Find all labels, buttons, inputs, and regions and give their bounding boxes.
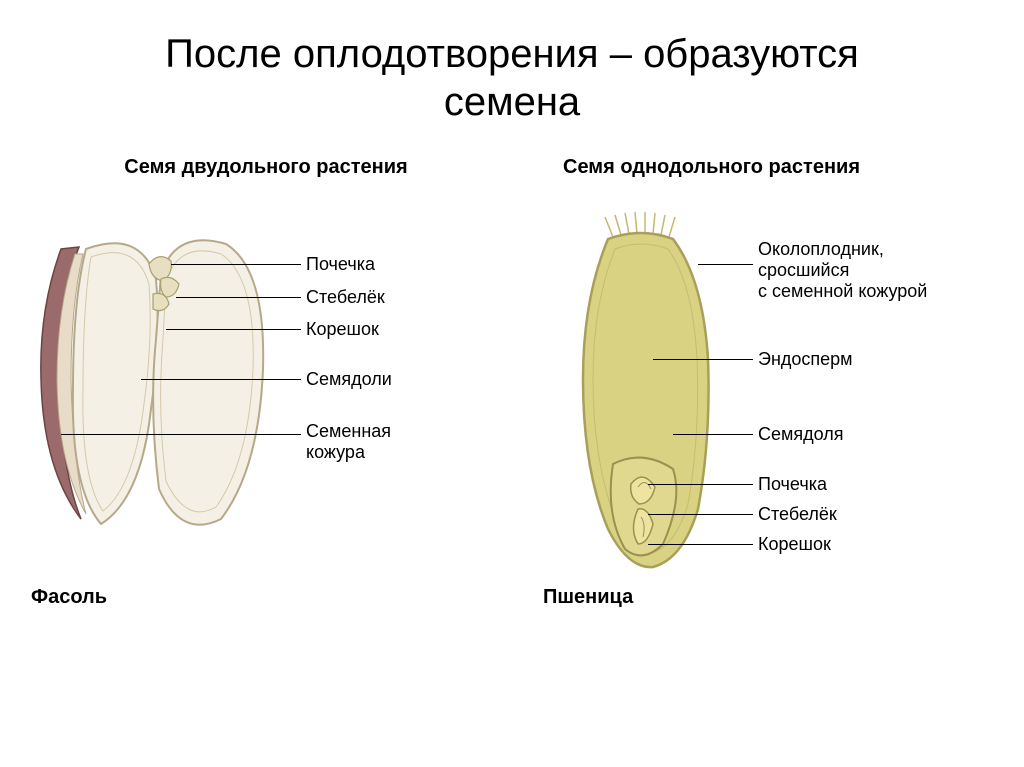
line-pochechka-r	[648, 484, 753, 485]
line-pochechka	[171, 264, 301, 265]
label-koreshok-r: Корешок	[758, 534, 831, 555]
label-okoloplodnik: Околоплодник, сросшийся с семенной кожур…	[758, 239, 927, 302]
label-stebelok: Стебелёк	[306, 287, 385, 308]
dicot-subtitle: Семя двудольного растения	[31, 156, 501, 179]
label-stebelok-r: Стебелёк	[758, 504, 837, 525]
label-koreshok: Корешок	[306, 319, 379, 340]
line-koreshok-r	[648, 544, 753, 545]
label-pochechka: Почечка	[306, 254, 375, 275]
line-stebelok-r	[648, 514, 753, 515]
dicot-body: Почечка Стебелёк Корешок Семядоли Семенн…	[31, 209, 501, 629]
line-okoloplodnik	[698, 264, 753, 265]
title-line2: семена	[444, 80, 580, 124]
label-kozhura: Семенная кожура	[306, 421, 391, 463]
bean-svg	[31, 209, 291, 539]
label-pochechka-r: Почечка	[758, 474, 827, 495]
line-semyadoli	[141, 379, 301, 380]
wheat-svg	[543, 209, 743, 589]
dicot-diagram: Семя двудольного растения	[31, 156, 501, 629]
page-title: После оплодотворения – образуются семена	[0, 0, 1024, 126]
line-semyadolya	[673, 434, 753, 435]
title-line1: После оплодотворения – образуются	[165, 32, 859, 76]
label-endosperm: Эндосперм	[758, 349, 853, 370]
line-koreshok	[166, 329, 301, 330]
dicot-caption: Фасоль	[31, 586, 107, 609]
monocot-subtitle: Семя однодольного растения	[523, 156, 993, 179]
monocot-caption: Пшеница	[543, 586, 633, 609]
monocot-diagram: Семя однодольного растения	[523, 156, 993, 629]
diagram-row: Семя двудольного растения	[0, 156, 1024, 629]
line-endosperm	[653, 359, 753, 360]
line-kozhura	[61, 434, 301, 435]
label-semyadoli: Семядоли	[306, 369, 392, 390]
line-stebelok	[176, 297, 301, 298]
label-semyadolya: Семядоля	[758, 424, 844, 445]
monocot-body: Околоплодник, сросшийся с семенной кожур…	[523, 209, 993, 629]
